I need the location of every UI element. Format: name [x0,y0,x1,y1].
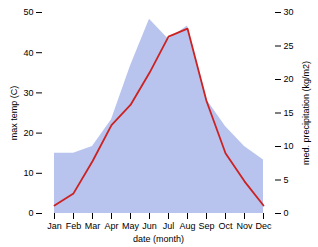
svg-text:10: 10 [284,141,294,151]
svg-text:Dec: Dec [255,221,272,231]
svg-text:Oct: Oct [218,221,233,231]
svg-text:10: 10 [23,168,33,178]
svg-text:40: 40 [23,48,33,58]
svg-text:Jun: Jun [142,221,157,231]
svg-text:50: 50 [23,7,33,17]
svg-text:Mar: Mar [85,221,101,231]
svg-text:Aug: Aug [179,221,195,231]
svg-text:20: 20 [284,74,294,84]
svg-text:20: 20 [23,128,33,138]
svg-text:0: 0 [28,208,33,218]
svg-text:25: 25 [284,41,294,51]
svg-text:May: May [122,221,140,231]
svg-text:max temp (C): max temp (C) [9,86,19,141]
svg-text:30: 30 [284,7,294,17]
svg-text:med. precipitation (kg/m2): med. precipitation (kg/m2) [301,61,311,165]
svg-text:Jul: Jul [163,221,175,231]
svg-text:Feb: Feb [66,221,82,231]
svg-text:15: 15 [284,108,294,118]
svg-text:0: 0 [284,208,289,218]
svg-text:date (month): date (month) [133,234,184,244]
svg-text:30: 30 [23,88,33,98]
svg-text:5: 5 [284,175,289,185]
svg-text:Jan: Jan [47,221,62,231]
svg-text:Sep: Sep [198,221,214,231]
svg-text:Apr: Apr [104,221,118,231]
svg-text:Nov: Nov [236,221,253,231]
